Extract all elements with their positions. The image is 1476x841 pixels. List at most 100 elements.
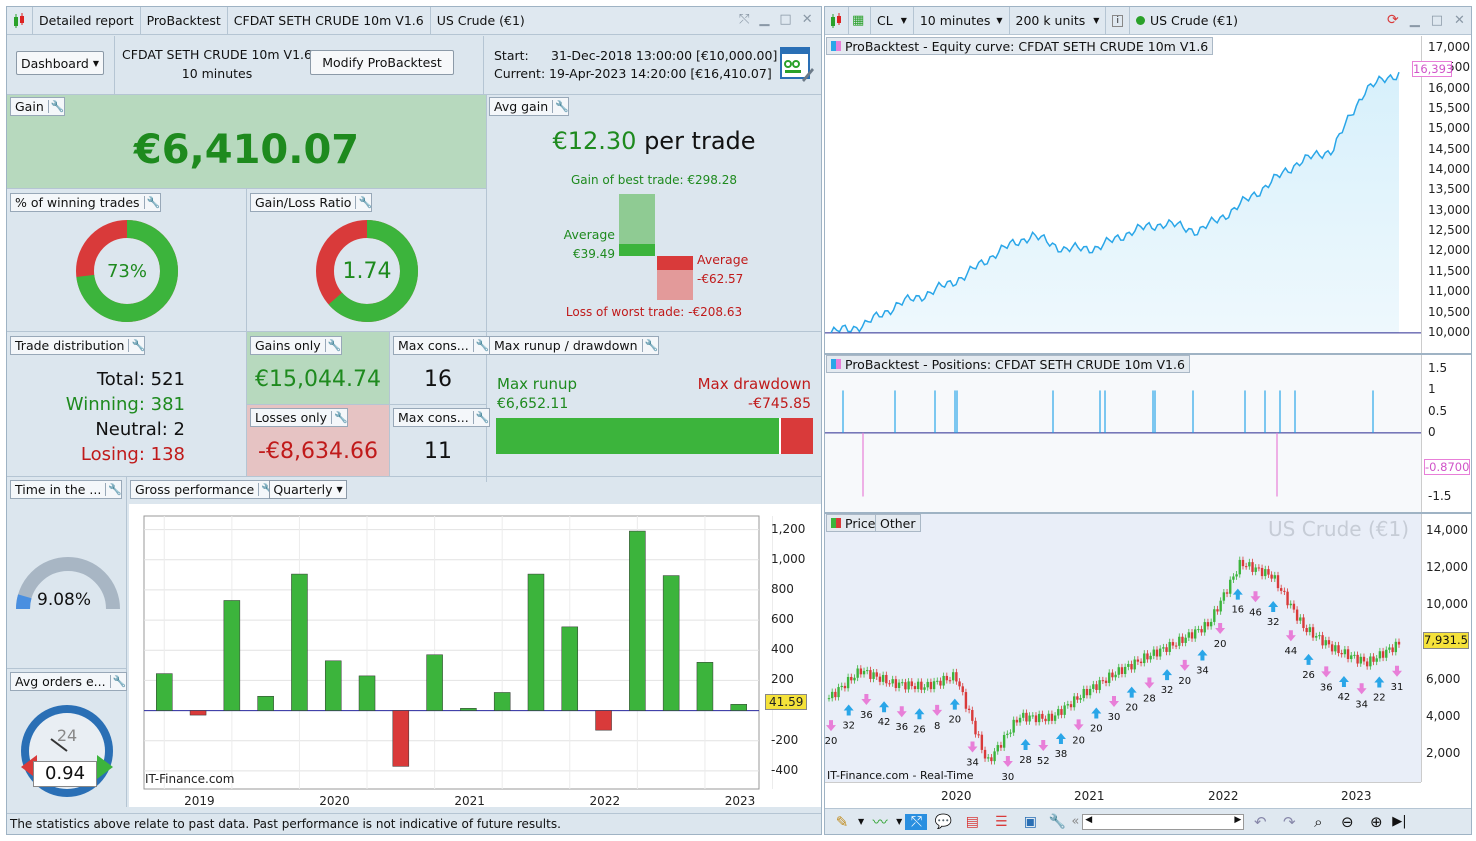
candle-body	[1165, 647, 1168, 652]
report-settings-icon[interactable]	[780, 46, 814, 82]
zoom-out-icon[interactable]: ⊖	[1340, 812, 1354, 831]
orders-icon[interactable]: ☰	[995, 813, 1008, 830]
horizontal-scrollbar[interactable]: ◀ ▶	[1082, 813, 1245, 830]
candle-body	[1120, 667, 1124, 674]
dashboard-label: Dashboard	[21, 55, 89, 71]
wrench-icon[interactable]: 🔧	[143, 196, 160, 209]
screener-icon[interactable]: ▣	[1023, 813, 1037, 830]
candle-body	[1365, 661, 1369, 667]
wrench-icon[interactable]: 🔧	[552, 100, 569, 113]
candle-body	[1222, 592, 1226, 601]
y-tick-label: 2,000	[1426, 745, 1461, 760]
sell-arrow-icon	[1109, 696, 1119, 708]
wrench-icon[interactable]: 🔧	[1048, 813, 1067, 830]
buy-arrow-icon	[1338, 675, 1349, 687]
candle-body	[862, 670, 866, 675]
units-selector[interactable]: 200 k units ▼	[1010, 6, 1107, 35]
dashboard-dropdown[interactable]: Dashboard ▼	[16, 51, 104, 75]
runup-label: Max runup	[497, 375, 577, 393]
report-titlebar: Detailed report ProBacktest CFDAT SETH C…	[7, 6, 821, 35]
modify-probacktest-button[interactable]: Modify ProBacktest	[310, 50, 454, 75]
maximize-icon[interactable]: □	[779, 12, 792, 27]
trade-distribution-list: Total: 521 Winning: 381 Neutral: 2 Losin…	[7, 367, 185, 467]
bar-2023-Q1	[696, 662, 714, 711]
scroll-left-double-icon[interactable]: «	[1071, 814, 1080, 829]
wrench-icon[interactable]: 🔧	[355, 196, 372, 209]
equity-axis: 17,00016,50016,00015,50015,00014,50014,0…	[1421, 36, 1471, 353]
timeframe-selector[interactable]: 10 minutes ▼	[914, 6, 1010, 35]
trade-size-label: 16	[1231, 605, 1244, 616]
price-chart: 2032364236268203446302852382020302028322…	[825, 556, 1403, 809]
y-tick-label: 14,000	[1428, 162, 1470, 177]
close-icon[interactable]: ✕	[1454, 12, 1465, 28]
candle-body	[983, 749, 987, 759]
wrench-icon[interactable]: 🔧	[472, 411, 489, 424]
y-tick-label: 14,000	[1426, 523, 1468, 538]
trade-size-label: 32	[1267, 617, 1280, 628]
maximize-icon[interactable]: □	[1430, 12, 1444, 28]
candle-body	[1178, 636, 1181, 646]
wrench-icon[interactable]: 🔧	[641, 339, 658, 352]
losses-only-tab: Losses only 🔧	[250, 408, 349, 427]
chevron-down-icon[interactable]: ▼	[858, 817, 865, 826]
instrument-tab[interactable]: US Crude (€1)	[436, 13, 525, 28]
candle-body	[1225, 592, 1229, 594]
minimize-icon[interactable]: ▁	[759, 12, 770, 27]
wrench-icon[interactable]: 🔧	[128, 339, 145, 352]
price-tab-label: Price	[845, 515, 876, 531]
wrench-icon[interactable]: 🔧	[324, 339, 341, 352]
undo-icon[interactable]: ↶	[1253, 812, 1267, 831]
gain-tab-label: Gain	[15, 99, 44, 114]
candle-body	[1041, 713, 1044, 719]
redo-icon[interactable]: ↷	[1282, 812, 1296, 831]
other-tab[interactable]: Other	[875, 514, 921, 532]
zoom-in-icon[interactable]: ⊕	[1369, 812, 1383, 831]
bar-2021-Q1	[426, 654, 443, 711]
candle-body	[885, 674, 888, 684]
x-tick-label: 2021	[454, 794, 485, 808]
candle-body	[942, 675, 945, 686]
wrench-icon[interactable]: 🔧	[105, 483, 122, 496]
share-icon[interactable]: ⤲	[905, 813, 928, 830]
close-icon[interactable]: ✕	[801, 12, 813, 27]
minimize-icon[interactable]: ▁	[1409, 12, 1420, 28]
zoom-fit-icon[interactable]: ⌕	[1314, 812, 1323, 831]
share-icon[interactable]: ⤲	[739, 12, 750, 27]
candle-body	[866, 670, 869, 672]
max-cons-losses-value: 11	[424, 439, 452, 464]
info-icon[interactable]: i	[1106, 6, 1130, 35]
candle-body	[901, 682, 904, 684]
candle-body	[1031, 715, 1034, 717]
symbol-selector[interactable]: CL ▼	[871, 6, 914, 35]
indicators-icon[interactable]: 〰	[872, 813, 888, 831]
strategy-tab[interactable]: CFDAT SETH CRUDE 10m V1.6	[228, 6, 431, 35]
wrench-icon[interactable]: 🔧	[109, 675, 126, 688]
price-tab[interactable]: Price	[826, 514, 881, 532]
chevron-down-icon[interactable]: ▼	[896, 817, 903, 826]
sync-icon[interactable]: ⟳	[1387, 12, 1399, 28]
candle-body	[1034, 715, 1038, 723]
wrench-icon[interactable]: 🔧	[472, 339, 489, 352]
candle-body	[1047, 713, 1050, 722]
scroll-end-icon[interactable]: ▶|	[1392, 814, 1407, 829]
candle-body	[1171, 642, 1175, 646]
wrench-icon[interactable]: 🔧	[331, 411, 348, 424]
wrench-icon[interactable]: 🔧	[47, 100, 64, 113]
neutral-trades: Neutral: 2	[95, 419, 185, 440]
period-dropdown[interactable]: Quarterly ▼	[269, 480, 347, 499]
instrument-watermark: US Crude (€1)	[1268, 517, 1409, 541]
candlestick-icon[interactable]	[825, 6, 849, 35]
drawing-tools-icon[interactable]: ✎	[835, 812, 849, 831]
bar-2022-Q2	[595, 710, 612, 731]
scroll-right-icon[interactable]: ▶	[1234, 814, 1242, 825]
chat-icon[interactable]: 💬	[934, 813, 953, 830]
backtest-tab[interactable]: ProBacktest	[141, 6, 228, 35]
candlestick-icon	[7, 6, 33, 35]
candle-body	[1292, 603, 1296, 610]
candle-body	[1219, 600, 1222, 612]
buy-arrow-icon	[1303, 653, 1314, 665]
avg-win-label: Average	[563, 227, 615, 242]
grid-icon[interactable]: ▦	[849, 6, 871, 35]
scroll-left-icon[interactable]: ◀	[1085, 814, 1093, 825]
report-icon[interactable]: ▤	[965, 813, 979, 830]
